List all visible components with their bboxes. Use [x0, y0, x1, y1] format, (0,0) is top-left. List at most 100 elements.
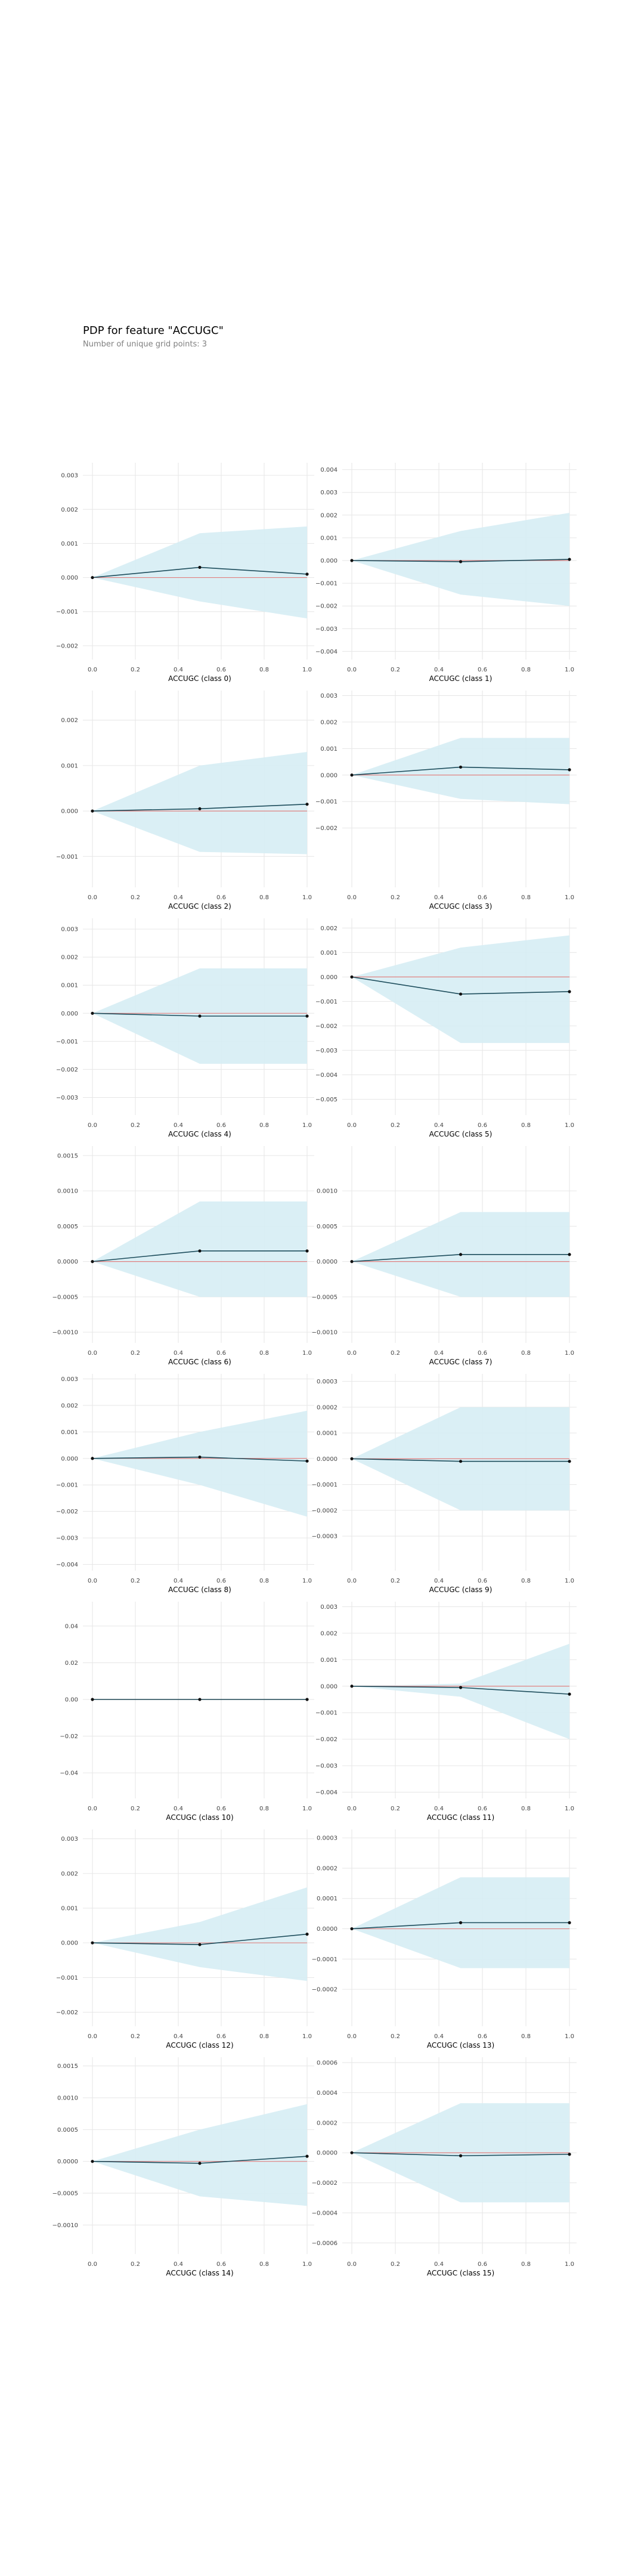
y-tick-label: 0.004 [320, 467, 338, 473]
x-tick-label: 0.2 [391, 1578, 400, 1584]
y-tick-label: 0.000 [320, 974, 338, 981]
y-tick-label: −0.0010 [52, 1330, 78, 1336]
x-tick-label: 0.8 [521, 1350, 531, 1357]
x-tick-label: 0.4 [434, 2033, 444, 2040]
y-tick-label: 0.003 [61, 473, 78, 479]
x-axis-label: ACCUGC (class 10) [166, 1813, 233, 1822]
pdp-point [350, 559, 354, 562]
x-tick-label: 0.2 [391, 894, 400, 901]
x-tick-label: 0.2 [131, 1122, 140, 1129]
pdp-point [459, 992, 463, 996]
x-tick-label: 0.2 [391, 667, 400, 673]
pdp-point [568, 990, 571, 993]
y-tick-label: 0.001 [320, 1657, 338, 1664]
y-tick-label: −0.003 [315, 626, 338, 633]
x-tick-label: 1.0 [302, 2261, 312, 2268]
pdp-point [305, 1459, 309, 1463]
x-axis-label: ACCUGC (class 2) [168, 902, 231, 911]
subplot-7: −0.0010 −0.0005 0.0000 0.0005 0.0010 0.0 0.2 0.… [312, 1146, 577, 1366]
y-tick-label: 0.0004 [317, 2090, 338, 2097]
y-tick-label: 0.0005 [317, 1224, 338, 1230]
pdp-point [91, 1698, 94, 1701]
y-tick-label: 0.001 [61, 1906, 78, 1912]
y-tick-label: −0.0005 [52, 2191, 78, 2197]
pdp-point [350, 773, 354, 777]
x-tick-label: 0.6 [478, 894, 487, 901]
x-tick-label: 0.0 [347, 1122, 357, 1129]
y-tick-label: −0.04 [60, 1770, 78, 1777]
x-tick-label: 0.2 [391, 2033, 400, 2040]
x-tick-label: 0.0 [88, 2033, 97, 2040]
x-tick-label: 0.0 [347, 667, 357, 673]
confidence-band [92, 752, 307, 854]
x-tick-label: 0.0 [347, 894, 357, 901]
x-tick-label: 1.0 [302, 894, 312, 901]
y-tick-label: −0.001 [56, 854, 78, 860]
pdp-point [350, 1685, 354, 1688]
y-tick-label: −0.002 [56, 1509, 78, 1515]
x-tick-label: 0.4 [174, 894, 183, 901]
pdp-point [91, 1011, 94, 1015]
pdp-point [305, 572, 309, 576]
y-tick-label: 0.000 [61, 1011, 78, 1017]
x-axis-label: ACCUGC (class 7) [429, 1358, 493, 1366]
x-tick-label: 0.8 [259, 1122, 269, 1129]
y-tick-label: −0.004 [315, 649, 338, 655]
y-tick-label: −0.002 [56, 1067, 78, 1073]
x-tick-label: 0.8 [259, 2261, 269, 2268]
pdp-point [459, 1253, 463, 1256]
y-tick-label: 0.000 [61, 1456, 78, 1462]
x-tick-label: 0.0 [88, 1578, 97, 1584]
y-tick-label: 0.002 [61, 1871, 78, 1877]
y-tick-label: −0.001 [315, 581, 338, 587]
x-tick-label: 1.0 [302, 1350, 312, 1357]
x-tick-label: 0.8 [521, 1806, 531, 1812]
y-tick-label: 0.001 [61, 983, 78, 989]
x-tick-label: 1.0 [565, 2033, 574, 2040]
pdp-point [350, 975, 354, 979]
pdp-point [91, 1260, 94, 1264]
x-tick-label: 0.0 [347, 1350, 357, 1357]
confidence-band [352, 935, 569, 1044]
subplot-6: −0.0010 −0.0005 0.0000 0.0005 0.0010 0.0015 0.… [52, 1146, 314, 1366]
x-tick-label: 1.0 [565, 1578, 574, 1584]
x-tick-label: 1.0 [565, 894, 574, 901]
subplot-3: −0.002 −0.001 0.000 0.001 0.002 0.003 0.0 0.2 0.… [315, 691, 577, 911]
y-tick-label: 0.0000 [317, 1926, 338, 1933]
x-tick-label: 1.0 [302, 2033, 312, 2040]
x-tick-label: 0.8 [259, 667, 269, 673]
y-tick-label: 0.0002 [317, 1404, 338, 1411]
x-tick-label: 0.0 [88, 1806, 97, 1812]
y-tick-label: 0.0003 [317, 1835, 338, 1842]
y-tick-label: 0.0006 [317, 2060, 338, 2067]
y-tick-label: 0.003 [320, 490, 338, 496]
subplot-2: −0.001 0.000 0.001 0.002 0.0 0.2 0.4 0.6 0.8 1.0 A… [56, 691, 314, 911]
pdp-point [198, 1698, 202, 1701]
y-tick-label: 0.0000 [57, 1259, 78, 1265]
x-axis-label: ACCUGC (class 11) [427, 1813, 494, 1822]
y-tick-label: −0.001 [56, 1039, 78, 1045]
x-tick-label: 0.6 [216, 1578, 226, 1584]
y-tick-label: 0.002 [61, 507, 78, 513]
y-tick-label: 0.000 [320, 1683, 338, 1690]
pdp-point [91, 575, 94, 580]
subplot-8: −0.004 −0.003 −0.002 −0.001 0.000 0.001 0.002 0… [56, 1374, 314, 1594]
y-tick-label: 0.0015 [57, 1153, 78, 1159]
x-tick-label: 0.4 [174, 2033, 183, 2040]
pdp-point [459, 765, 463, 769]
y-tick-label: 0.001 [320, 950, 338, 956]
y-tick-label: −0.001 [315, 999, 338, 1005]
pdp-point [568, 1921, 571, 1924]
x-tick-label: 0.8 [259, 2033, 269, 2040]
y-tick-label: 0.002 [320, 719, 338, 726]
y-tick-label: 0.000 [320, 772, 338, 779]
y-tick-label: 0.0000 [317, 1259, 338, 1265]
y-tick-label: −0.0006 [312, 2240, 338, 2247]
x-tick-label: 0.0 [347, 2033, 357, 2040]
x-tick-label: 0.8 [521, 2261, 531, 2268]
x-tick-label: 0.6 [478, 1350, 487, 1357]
x-tick-label: 0.0 [88, 667, 97, 673]
x-tick-label: 0.4 [174, 667, 183, 673]
confidence-band [352, 513, 569, 606]
x-tick-label: 0.8 [521, 1122, 531, 1129]
